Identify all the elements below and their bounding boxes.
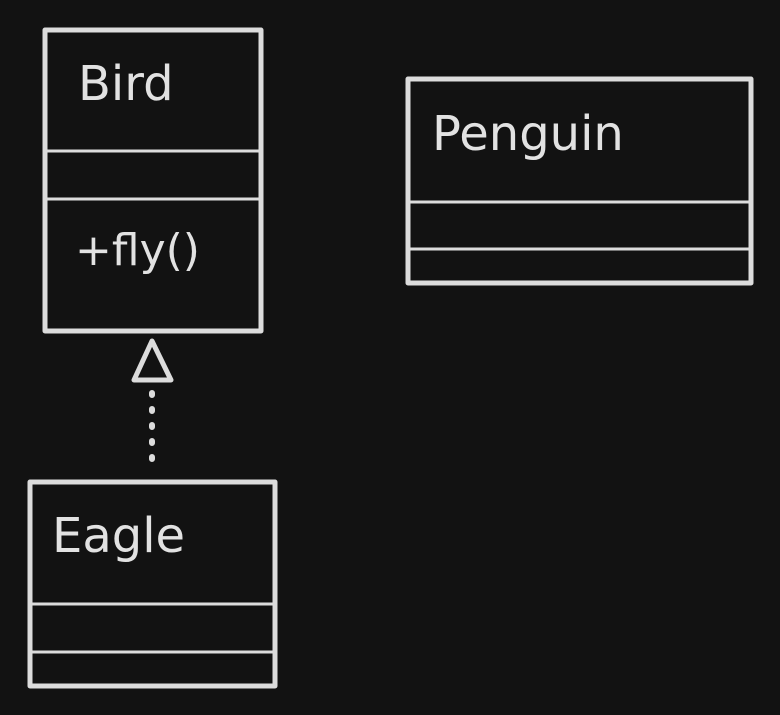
class-bird-method: +fly() [75,225,200,276]
class-penguin[interactable]: Penguin [405,76,754,286]
class-eagle-box [27,479,278,689]
class-penguin-name: Penguin [432,106,624,162]
class-bird-box [42,27,264,334]
class-eagle[interactable]: Eagle [27,479,278,689]
class-eagle-name: Eagle [52,508,185,564]
class-penguin-box [405,76,754,286]
realization-arrow[interactable] [131,338,174,465]
class-bird[interactable]: Bird +fly() [42,27,264,334]
class-bird-name: Bird [78,56,174,112]
realization-triangle-head [131,338,174,383]
